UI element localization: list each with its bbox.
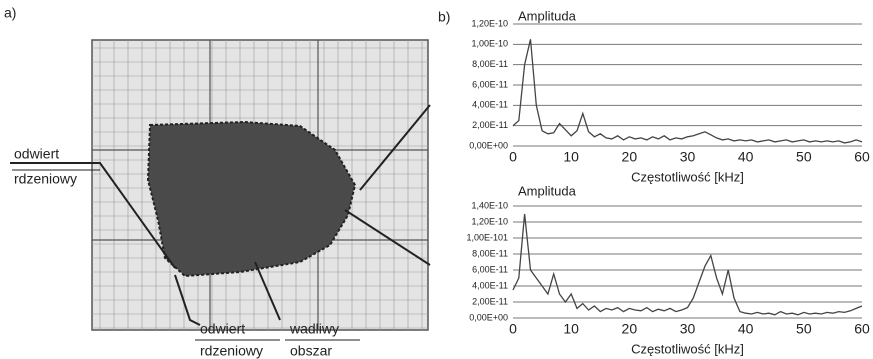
x-tick-label: 20: [622, 149, 638, 165]
x-tick-label: 0: [509, 149, 517, 165]
chart-title: Amplituda: [518, 8, 577, 23]
y-tick-label: 6,00E-11: [472, 79, 508, 89]
annotation: wadliwy: [289, 321, 339, 337]
panel-a: a) odwiert rdzeniowy odwiert rdzeniowy w…: [4, 5, 430, 359]
y-tick-label: 6,00E-11: [472, 264, 508, 274]
x-tick-label: 50: [796, 149, 812, 165]
y-tick-label: 1,20E-10: [471, 216, 508, 226]
annotation: odwiert: [200, 321, 245, 337]
annotation: rdzeniowy: [200, 343, 263, 359]
figure: a) odwiert rdzeniowy odwiert rdzeniowy w…: [0, 0, 873, 359]
x-tick-label: 60: [854, 321, 870, 337]
y-tick-label: 4,00E-11: [472, 280, 508, 290]
x-tick-label: 30: [680, 321, 696, 337]
x-tick-label: 10: [563, 321, 579, 337]
x-tick-label: 20: [622, 321, 638, 337]
x-axis-label: Częstotliwość [kHz]: [631, 341, 744, 356]
chart-title: Amplituda: [518, 183, 577, 198]
y-tick-label: 8,00E-11: [472, 248, 508, 258]
x-axis-label: Częstotliwość [kHz]: [631, 169, 744, 184]
y-tick-label: 0,00E+00: [469, 312, 508, 322]
x-tick-label: 40: [738, 321, 754, 337]
annotation: rdzeniowy: [14, 171, 77, 187]
y-tick-label: 1,20E-10: [471, 18, 508, 28]
y-tick-label: 1,00E-101: [466, 232, 508, 242]
y-tick-label: 1,00E-10: [471, 39, 508, 49]
series-line: [513, 214, 862, 315]
y-tick-label: 4,00E-11: [472, 100, 508, 110]
annotation: obszar: [290, 343, 332, 359]
x-tick-label: 10: [563, 149, 579, 165]
x-tick-label: 60: [854, 149, 870, 165]
x-tick-label: 50: [796, 321, 812, 337]
y-tick-label: 1,40E-10: [471, 200, 508, 210]
y-tick-label: 2,00E-11: [472, 120, 508, 130]
x-tick-label: 0: [509, 321, 517, 337]
y-tick-label: 2,00E-11: [472, 296, 508, 306]
annotation: odwiert: [14, 146, 59, 162]
x-tick-label: 30: [680, 149, 696, 165]
y-tick-label: 8,00E-11: [472, 59, 508, 69]
panel-label: b): [438, 9, 450, 25]
panel-label: a): [4, 5, 16, 21]
x-tick-label: 40: [738, 149, 754, 165]
series-line: [513, 39, 862, 143]
y-tick-label: 0,00E+00: [469, 140, 508, 150]
